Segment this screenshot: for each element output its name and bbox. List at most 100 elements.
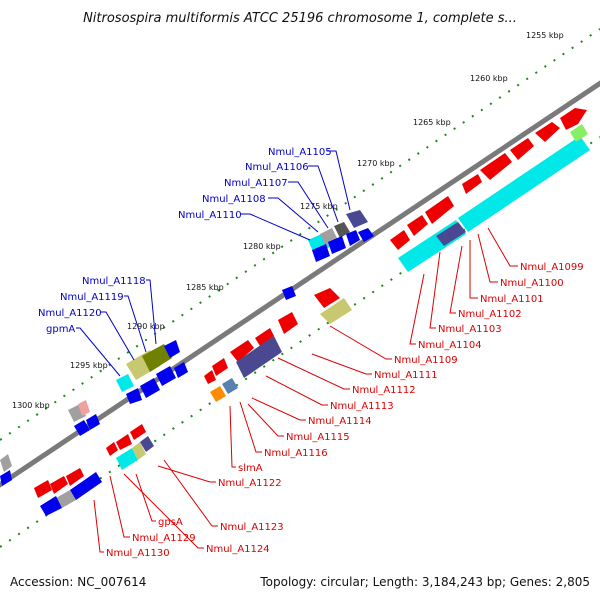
kbp-label: 1275 kbp	[300, 202, 338, 211]
gray-block	[56, 490, 76, 508]
reverse-gene-arrow	[106, 442, 118, 456]
gene-label: Nmul_A1107	[224, 178, 288, 189]
navy-block	[346, 210, 368, 228]
gene-label: Nmul_A1116	[264, 448, 328, 459]
reverse-gene-arrow	[34, 480, 52, 498]
reverse-gene-arrow	[116, 434, 132, 450]
gene-label: Nmul_A1108	[202, 194, 266, 205]
gene-label: Nmul_A1105	[268, 147, 332, 158]
cyan-block	[116, 374, 134, 392]
gene-label: Nmul_A1122	[218, 478, 282, 489]
gray-block	[0, 454, 12, 472]
gene-label: slmA	[238, 463, 263, 474]
reverse-gene-arrow	[390, 230, 410, 250]
gene-label: Nmul_A1123	[220, 522, 284, 533]
gene-label: Nmul_A1113	[330, 401, 394, 412]
gene-label: Nmul_A1102	[458, 309, 522, 320]
gene-label: Nmul_A1109	[394, 355, 458, 366]
gene-label: Nmul_A1115	[286, 432, 350, 443]
forward-gene-arrow	[74, 420, 90, 436]
reverse-gene-arrow	[407, 215, 428, 236]
reverse-gene-arrow	[130, 424, 146, 440]
gene-label: Nmul_A1106	[245, 162, 309, 173]
forward-gene-arrow	[156, 366, 176, 386]
accession-text: Accession: NC_007614	[10, 575, 146, 589]
gene-label: Nmul_A1130	[106, 548, 170, 559]
forward-gene-arrow	[328, 236, 346, 254]
topology-text: Topology: circular; Length: 3,184,243 bp…	[259, 575, 590, 589]
steel-block	[222, 378, 238, 394]
cyan-block	[458, 136, 590, 232]
forward-gene-arrow	[312, 244, 330, 262]
kbp-label: 1255 kbp	[526, 31, 564, 40]
forward-leader-lines	[76, 150, 351, 377]
reverse-gene-arrow	[204, 370, 216, 384]
green-block	[570, 124, 588, 142]
reverse-leader-lines	[93, 227, 518, 553]
blue-block	[40, 496, 62, 516]
gene-label: Nmul_A1114	[308, 416, 372, 427]
gene-label: Nmul_A1103	[438, 324, 502, 335]
reverse-gene-arrow	[278, 312, 298, 334]
reverse-gene-arrow	[314, 288, 340, 308]
gene-label: Nmul_A1118	[82, 276, 146, 287]
reverse-gene-arrow	[255, 328, 274, 346]
reverse-gene-arrow	[535, 122, 560, 142]
forward-gene-arrow	[282, 286, 296, 300]
reverse-gene-arrow	[510, 138, 534, 160]
kbp-label: 1290 kbp	[127, 322, 165, 331]
kbp-label: 1265 kbp	[413, 118, 451, 127]
gene-label: gpsA	[158, 517, 183, 528]
reverse-gene-arrow	[66, 468, 84, 486]
reverse-strand-genes	[34, 108, 587, 498]
forward-gene-arrow	[86, 414, 100, 430]
gene-label: Nmul_A1119	[60, 292, 124, 303]
olive-block	[132, 442, 146, 460]
outer-tick-ruler	[0, 28, 600, 441]
reverse-gene-arrow	[462, 174, 482, 194]
pink-block	[78, 400, 90, 416]
kbp-label: 1280 kbp	[243, 242, 281, 251]
dark-olive-block	[142, 344, 172, 372]
map-title: Nitrosospira multiformis ATCC 25196 chro…	[83, 11, 517, 26]
gene-label: Nmul_A1111	[374, 370, 438, 381]
gene-label: gpmA	[46, 324, 75, 335]
kbp-label: 1285 kbp	[186, 283, 224, 292]
cyan-block	[116, 448, 138, 470]
kbp-label: 1295 kbp	[70, 361, 108, 370]
forward-gene-arrow	[174, 362, 188, 378]
gene-label: Nmul_A1100	[500, 278, 564, 289]
forward-gene-arrow	[126, 388, 142, 404]
gene-label: Nmul_A1104	[418, 340, 482, 351]
forward-gene-arrow	[358, 228, 374, 242]
olive-block	[320, 298, 352, 324]
kbp-label: 1270 kbp	[357, 159, 395, 168]
reverse-gene-arrow	[560, 108, 587, 130]
kbp-label: 1260 kbp	[470, 74, 508, 83]
forward-gene-arrow	[0, 470, 12, 486]
gene-label: Nmul_A1124	[206, 544, 270, 555]
forward-gene-arrow	[140, 378, 160, 398]
forward-gene-arrow	[346, 230, 360, 246]
gene-label: Nmul_A1112	[352, 385, 416, 396]
navy-block	[436, 222, 466, 246]
kbp-label: 1300 kbp	[12, 401, 50, 410]
gene-label: Nmul_A1099	[520, 262, 584, 273]
blue-block	[70, 472, 102, 500]
gene-label: Nmul_A1129	[132, 533, 196, 544]
gene-label: Nmul_A1120	[38, 308, 102, 319]
reverse-gene-arrow	[480, 153, 512, 180]
gene-label: Nmul_A1110	[178, 210, 242, 221]
navy-block	[140, 436, 154, 452]
reverse-gene-arrow	[230, 340, 254, 362]
function-blocks	[40, 124, 590, 516]
reverse-gene-arrow	[212, 358, 228, 376]
forward-gene-arrow	[164, 340, 180, 358]
reverse-gene-arrow	[425, 196, 454, 224]
orange-block	[210, 386, 226, 402]
gene-label: Nmul_A1101	[480, 294, 544, 305]
reverse-gene-arrow	[50, 476, 68, 494]
navy-block	[236, 336, 282, 378]
